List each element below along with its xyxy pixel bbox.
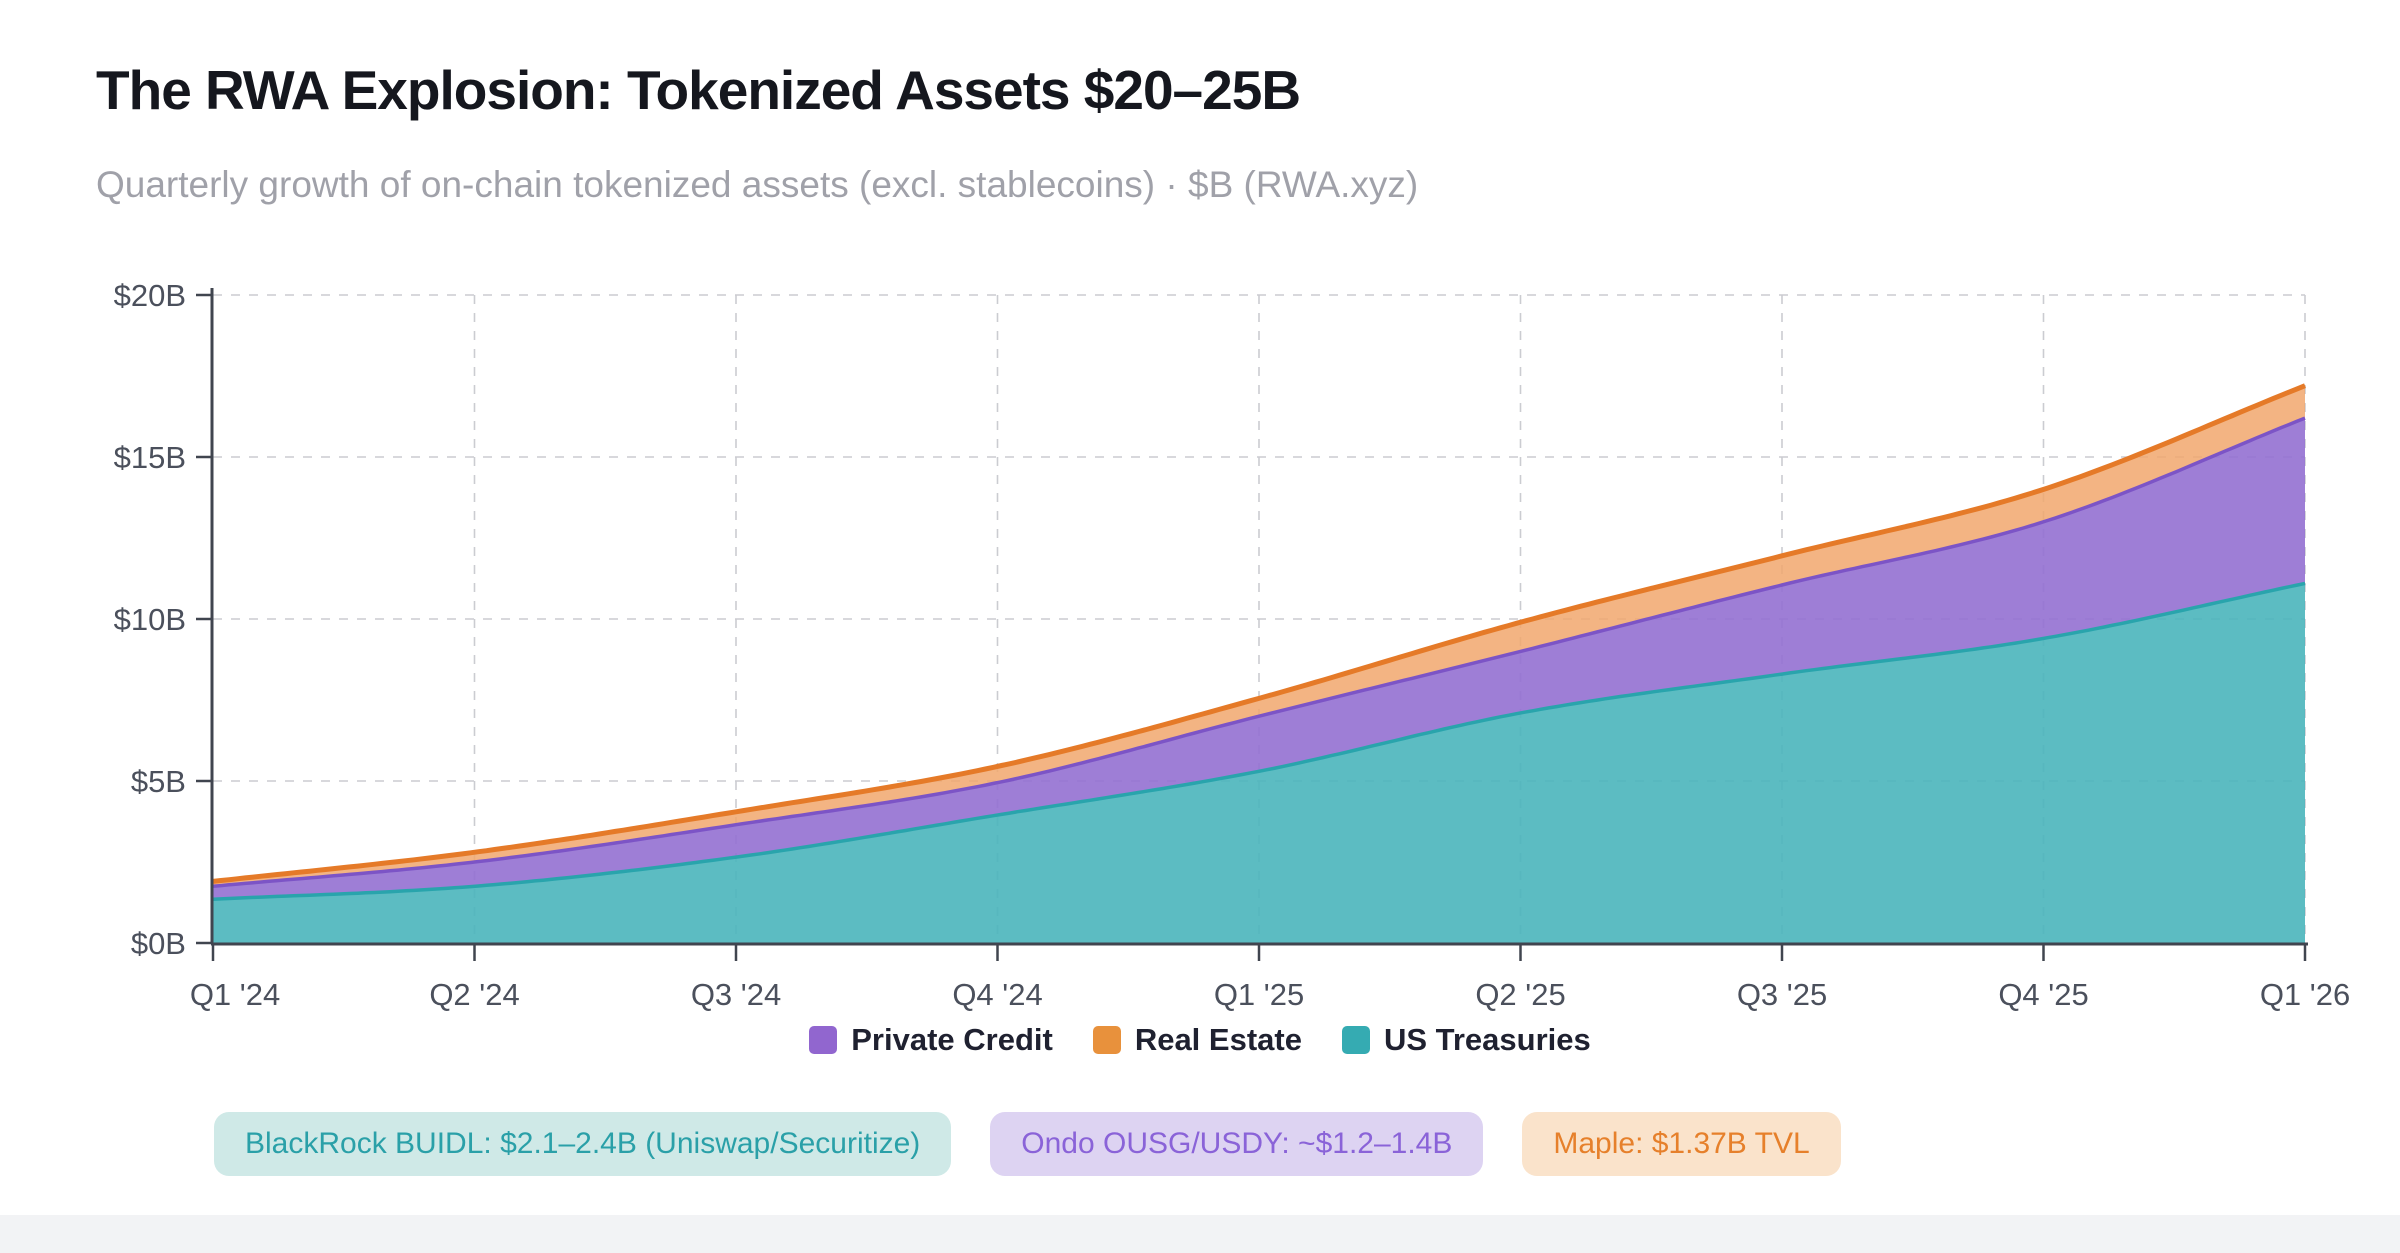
line-private-credit xyxy=(212,416,2306,889)
legend-swatch-icon xyxy=(1092,1026,1121,1054)
y-tick-label: $0B xyxy=(131,926,186,961)
area-us-treasuries xyxy=(213,583,2305,943)
area-private-credit xyxy=(213,418,2305,900)
y-tick-label: $5B xyxy=(131,764,186,799)
line-us-treasuries xyxy=(212,581,2306,902)
x-tick-label: Q1 '24 xyxy=(190,977,280,1012)
x-tick-label: Q4 '24 xyxy=(952,977,1042,1012)
x-tick-label: Q1 '25 xyxy=(1214,977,1304,1012)
y-tick-label: $15B xyxy=(114,440,186,475)
legend-label: Private Credit xyxy=(851,1022,1053,1057)
legend-label: US Treasuries xyxy=(1383,1022,1591,1057)
x-tick-label: Q1 '26 xyxy=(2260,977,2350,1012)
x-tick-label: Q3 '25 xyxy=(1737,977,1827,1012)
legend-swatch-icon xyxy=(809,1026,838,1054)
y-tick-label: $20B xyxy=(114,278,186,313)
x-tick-label: Q4 '25 xyxy=(1998,977,2088,1012)
annotation-badge-1: Ondo OUSG/USDY: ~$1.2–1.4B xyxy=(990,1112,1484,1176)
legend-item-real-estate: Real Estate xyxy=(1092,1022,1302,1058)
annotation-badges: BlackRock BUIDL: $2.1–2.4B (Uniswap/Secu… xyxy=(214,1112,1841,1176)
x-tick-label: Q2 '24 xyxy=(429,977,519,1012)
legend-item-private-credit: Private Credit xyxy=(809,1022,1053,1058)
legend-label: Real Estate xyxy=(1134,1022,1302,1057)
chart-legend: Private Credit Real Estate US Treasuries xyxy=(0,1022,2400,1058)
x-tick-label: Q3 '24 xyxy=(691,977,781,1012)
page-subtitle: Quarterly growth of on-chain tokenized a… xyxy=(96,164,1419,205)
page-title: The RWA Explosion: Tokenized Assets $20–… xyxy=(96,59,1301,121)
legend-item-us-treasuries: US Treasuries xyxy=(1341,1022,1591,1058)
y-tick-label: $10B xyxy=(114,602,186,637)
legend-swatch-icon xyxy=(1341,1026,1370,1054)
annotation-badge-0: BlackRock BUIDL: $2.1–2.4B (Uniswap/Secu… xyxy=(214,1112,952,1176)
annotation-badge-2: Maple: $1.37B TVL xyxy=(1522,1112,1841,1176)
bottom-strip xyxy=(0,1215,2400,1253)
x-tick-label: Q2 '25 xyxy=(1475,977,1565,1012)
line-real-estate xyxy=(212,383,2306,884)
